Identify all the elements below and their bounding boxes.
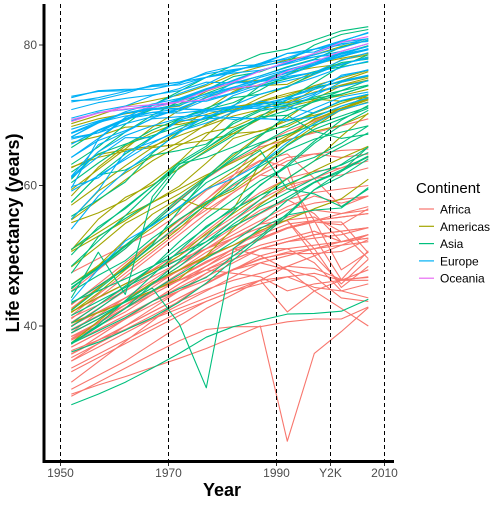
series-line-africa-19: [71, 269, 369, 352]
series-line-asia-90: [70, 84, 369, 203]
series-line-oceania-123: [71, 43, 369, 121]
series-line-asia-94: [71, 132, 369, 316]
y-tick-label-80: 80: [24, 38, 38, 52]
legend-items: Africa Americas Asia Europe Oceania: [419, 203, 490, 286]
series-line-africa-41: [71, 262, 369, 355]
series-line-asia-83: [71, 158, 369, 353]
series-line-asia-93: [71, 146, 369, 334]
series-line-europe-102: [71, 56, 369, 111]
series-line-europe-119: [71, 32, 369, 119]
series-line-africa-22: [71, 276, 369, 373]
series-line-asia-64: [71, 298, 369, 406]
legend: Continent Africa Americas Asia Europe Oceani…: [416, 180, 490, 286]
series-line-europe-104: [71, 39, 369, 135]
reference-lines: [60, 4, 385, 461]
series-line-americas-53: [71, 112, 369, 313]
series-line-africa-31: [71, 248, 369, 334]
series-line-europe-115: [71, 57, 369, 188]
legend-label-asia: Asia: [440, 237, 464, 251]
series-line-europe-120: [70, 102, 369, 302]
series-line-americas-55: [70, 113, 369, 314]
x-tick-label-2010: 2010: [371, 466, 398, 480]
series-line-africa-25: [71, 234, 369, 362]
series-line-asia-77: [70, 114, 369, 256]
series-line-africa-1: [71, 306, 369, 397]
series-line-africa-37: [71, 241, 369, 345]
legend-label-oceania: Oceania: [440, 272, 485, 286]
x-tick-label-1990: 1990: [263, 466, 290, 480]
series-line-asia-81: [70, 85, 369, 267]
legend-label-europe: Europe: [440, 254, 479, 268]
series-line-europe-101: [71, 69, 369, 138]
series-line-europe-118: [71, 38, 369, 103]
x-tick-label-1970: 1970: [155, 466, 182, 480]
series-lines: [70, 26, 369, 442]
x-axis-title: Year: [203, 480, 241, 500]
series-line-europe-114: [70, 75, 369, 177]
series-line-oceania-122: [71, 36, 369, 123]
legend-title: Continent: [416, 180, 481, 197]
series-line-africa-4: [70, 239, 369, 383]
series-line-europe-98: [70, 80, 369, 230]
series-line-asia-92: [71, 155, 369, 303]
legend-label-africa: Africa: [440, 203, 471, 217]
series-line-europe-108: [71, 31, 369, 99]
series-line-europe-116: [70, 97, 369, 179]
series-line-asia-91: [71, 106, 369, 286]
series-line-asia-88: [70, 79, 369, 288]
y-tick-label-60: 60: [24, 179, 38, 193]
series-line-europe-107: [71, 91, 369, 158]
series-line-asia-73: [70, 149, 369, 290]
y-axis-title: Life expectancy (years): [3, 133, 23, 332]
series-line-europe-113: [71, 43, 369, 97]
series-line-americas-46: [71, 54, 369, 224]
series-line-asia-66: [71, 156, 369, 345]
x-tick-label-2000: Y2K: [319, 466, 342, 480]
series-line-asia-78: [70, 54, 369, 274]
series-line-africa-34: [71, 307, 369, 442]
series-line-asia-69: [70, 28, 369, 180]
legend-label-americas: Americas: [440, 220, 490, 234]
series-line-americas-60: [71, 99, 369, 168]
y-tick-label-40: 40: [24, 319, 38, 333]
series-line-asia-85: [70, 125, 369, 328]
series-line-europe-111: [71, 60, 369, 192]
series-line-asia-72: [71, 107, 369, 293]
series-line-africa-32: [70, 153, 369, 306]
axes: [42, 4, 394, 463]
series-line-europe-109: [71, 52, 369, 138]
tick-labels: 1950 1970 1990 Y2K 2010 40 60 80: [24, 38, 399, 480]
x-tick-label-1950: 1950: [47, 466, 74, 480]
series-line-africa-35: [71, 227, 369, 324]
series-line-asia-84: [71, 146, 369, 344]
series-line-africa-33: [71, 234, 369, 390]
